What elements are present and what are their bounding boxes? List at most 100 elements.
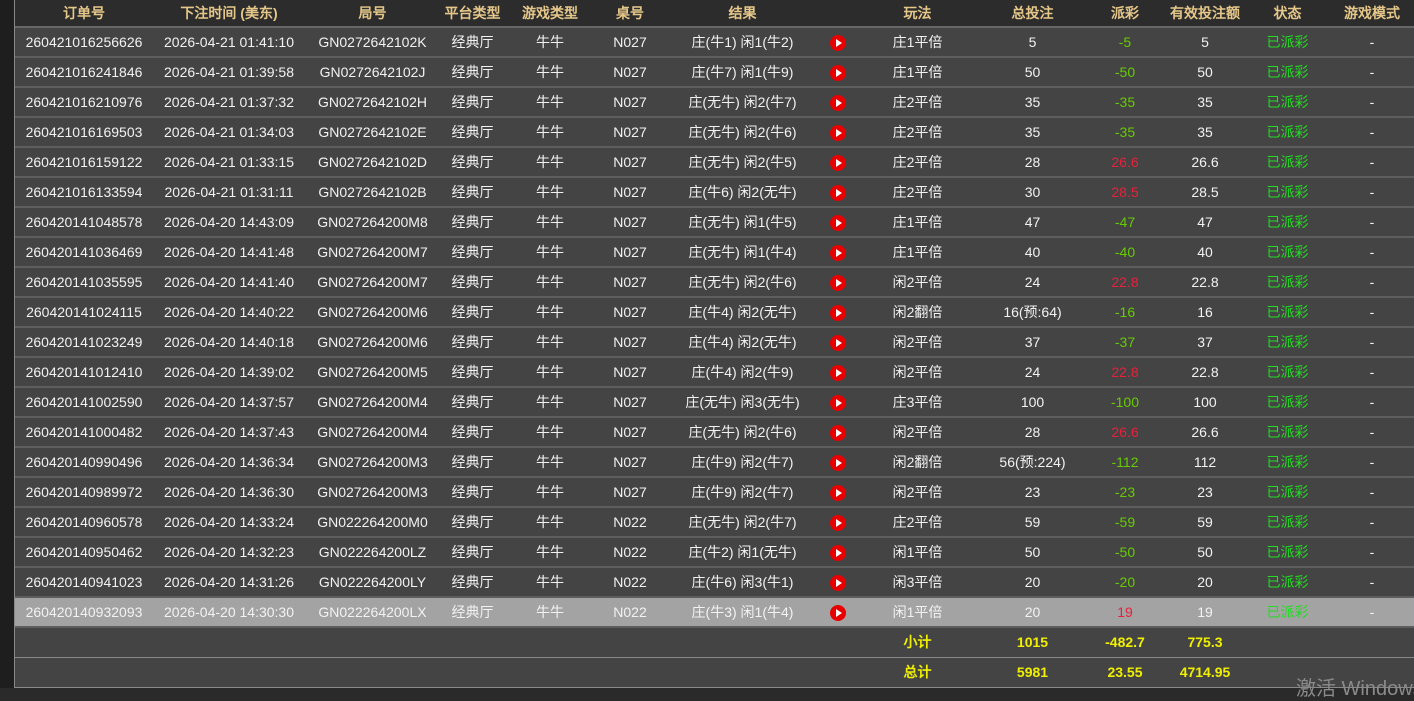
cell-total-bet: 100 (980, 387, 1085, 418)
cell-round-id: GN027264200M3 (305, 477, 440, 508)
cell-bet-time: 2026-04-20 14:37:43 (153, 417, 305, 448)
cell-bet-type: 闲1平倍 (855, 597, 980, 628)
table-row[interactable]: 260421016159122 2026-04-21 01:33:15 GN0272… (15, 147, 1414, 178)
cell-total-bet: 59 (980, 507, 1085, 538)
play-video-icon[interactable] (829, 394, 846, 411)
table-row[interactable]: 260420141035595 2026-04-20 14:41:40 GN0272… (15, 267, 1414, 298)
table-row[interactable]: 260420140990496 2026-04-20 14:36:34 GN0272… (15, 447, 1414, 478)
play-video-icon[interactable] (829, 424, 846, 441)
replay-cell (820, 387, 855, 418)
table-row[interactable]: 260420140941023 2026-04-20 14:31:26 GN0222… (15, 567, 1414, 598)
cell-game-mode: - (1330, 117, 1414, 148)
cell-order-id: 260420141002590 (15, 387, 153, 418)
play-video-icon[interactable] (829, 274, 846, 291)
cell-bet-time: 2026-04-20 14:33:24 (153, 507, 305, 538)
total-valid: 4714.95 (1165, 657, 1245, 688)
play-video-icon[interactable] (829, 64, 846, 81)
play-video-icon[interactable] (829, 94, 846, 111)
header-table-no: 桌号 (595, 0, 665, 28)
cell-game-type: 牛牛 (505, 297, 595, 328)
replay-cell (820, 537, 855, 568)
header-round-id: 局号 (305, 0, 440, 28)
play-video-icon[interactable] (829, 34, 846, 51)
cell-total-bet: 28 (980, 417, 1085, 448)
play-video-icon[interactable] (829, 124, 846, 141)
cell-order-id: 260421016169503 (15, 117, 153, 148)
cell-bet-type: 庄2平倍 (855, 87, 980, 118)
cell-bet-time: 2026-04-21 01:41:10 (153, 27, 305, 58)
table-row[interactable]: 260420141024115 2026-04-20 14:40:22 GN0272… (15, 297, 1414, 328)
table-row[interactable]: 260420141000482 2026-04-20 14:37:43 GN0272… (15, 417, 1414, 448)
cell-round-id: GN027264200M7 (305, 237, 440, 268)
play-video-icon[interactable] (829, 184, 846, 201)
table-row[interactable]: 260420141023249 2026-04-20 14:40:18 GN0272… (15, 327, 1414, 358)
cell-order-id: 260420141036469 (15, 237, 153, 268)
cell-platform-type: 经典厅 (440, 147, 505, 178)
play-video-icon[interactable] (829, 604, 846, 621)
cell-result: 庄(无牛) 闲1(牛4) (665, 237, 820, 268)
cell-game-type: 牛牛 (505, 177, 595, 208)
cell-game-type: 牛牛 (505, 417, 595, 448)
cell-payout: 22.8 (1085, 357, 1165, 388)
play-video-icon[interactable] (829, 304, 846, 321)
cell-game-type: 牛牛 (505, 537, 595, 568)
cell-round-id: GN022264200LX (305, 597, 440, 628)
cell-total-bet: 37 (980, 327, 1085, 358)
table-row[interactable]: 260420141048578 2026-04-20 14:43:09 GN0272… (15, 207, 1414, 238)
play-video-icon[interactable] (829, 574, 846, 591)
cell-payout: 26.6 (1085, 417, 1165, 448)
play-video-icon[interactable] (829, 514, 846, 531)
table-row[interactable]: 260420140989972 2026-04-20 14:36:30 GN0272… (15, 477, 1414, 508)
cell-total-bet: 23 (980, 477, 1085, 508)
cell-game-type: 牛牛 (505, 327, 595, 358)
cell-bet-type: 闲1平倍 (855, 537, 980, 568)
cell-table-no: N027 (595, 147, 665, 178)
cell-game-mode: - (1330, 237, 1414, 268)
cell-result: 庄(牛4) 闲2(无牛) (665, 297, 820, 328)
cell-valid-bet: 100 (1165, 387, 1245, 418)
cell-table-no: N022 (595, 537, 665, 568)
cell-game-mode: - (1330, 597, 1414, 628)
replay-cell (820, 357, 855, 388)
play-video-icon[interactable] (829, 484, 846, 501)
cell-game-mode: - (1330, 27, 1414, 58)
cell-result: 庄(牛3) 闲1(牛4) (665, 597, 820, 628)
replay-cell (820, 267, 855, 298)
table-row[interactable]: 260420140932093 2026-04-20 14:30:30 GN0222… (15, 597, 1414, 628)
cell-total-bet: 50 (980, 57, 1085, 88)
cell-round-id: GN027264200M3 (305, 447, 440, 478)
table-row[interactable]: 260420140960578 2026-04-20 14:33:24 GN0222… (15, 507, 1414, 538)
cell-result: 庄(牛6) 闲3(牛1) (665, 567, 820, 598)
cell-bet-type: 庄2平倍 (855, 117, 980, 148)
play-video-icon[interactable] (829, 214, 846, 231)
total-payout: 23.55 (1085, 657, 1165, 688)
table-row[interactable]: 260421016169503 2026-04-21 01:34:03 GN0272… (15, 117, 1414, 148)
header-bet-type: 玩法 (855, 0, 980, 28)
play-video-icon[interactable] (829, 334, 846, 351)
table-row[interactable]: 260420141002590 2026-04-20 14:37:57 GN0272… (15, 387, 1414, 418)
cell-bet-time: 2026-04-20 14:30:30 (153, 597, 305, 628)
cell-valid-bet: 35 (1165, 87, 1245, 118)
cell-bet-type: 庄2平倍 (855, 147, 980, 178)
play-video-icon[interactable] (829, 454, 846, 471)
table-row[interactable]: 260420141036469 2026-04-20 14:41:48 GN0272… (15, 237, 1414, 268)
play-video-icon[interactable] (829, 544, 846, 561)
cell-result: 庄(牛6) 闲2(无牛) (665, 177, 820, 208)
play-video-icon[interactable] (829, 364, 846, 381)
cell-platform-type: 经典厅 (440, 537, 505, 568)
cell-bet-time: 2026-04-20 14:32:23 (153, 537, 305, 568)
table-row[interactable]: 260421016133594 2026-04-21 01:31:11 GN0272… (15, 177, 1414, 208)
cell-bet-type: 庄1平倍 (855, 27, 980, 58)
cell-valid-bet: 16 (1165, 297, 1245, 328)
cell-bet-time: 2026-04-20 14:40:22 (153, 297, 305, 328)
table-row[interactable]: 260421016241846 2026-04-21 01:39:58 GN0272… (15, 57, 1414, 88)
table-row[interactable]: 260421016256626 2026-04-21 01:41:10 GN0272… (15, 27, 1414, 58)
table-row[interactable]: 260420141012410 2026-04-20 14:39:02 GN0272… (15, 357, 1414, 388)
cell-result: 庄(无牛) 闲2(牛7) (665, 87, 820, 118)
table-row[interactable]: 260421016210976 2026-04-21 01:37:32 GN0272… (15, 87, 1414, 118)
table-row[interactable]: 260420140950462 2026-04-20 14:32:23 GN0222… (15, 537, 1414, 568)
play-video-icon[interactable] (829, 244, 846, 261)
header-replay (820, 0, 855, 28)
cell-game-mode: - (1330, 567, 1414, 598)
play-video-icon[interactable] (829, 154, 846, 171)
